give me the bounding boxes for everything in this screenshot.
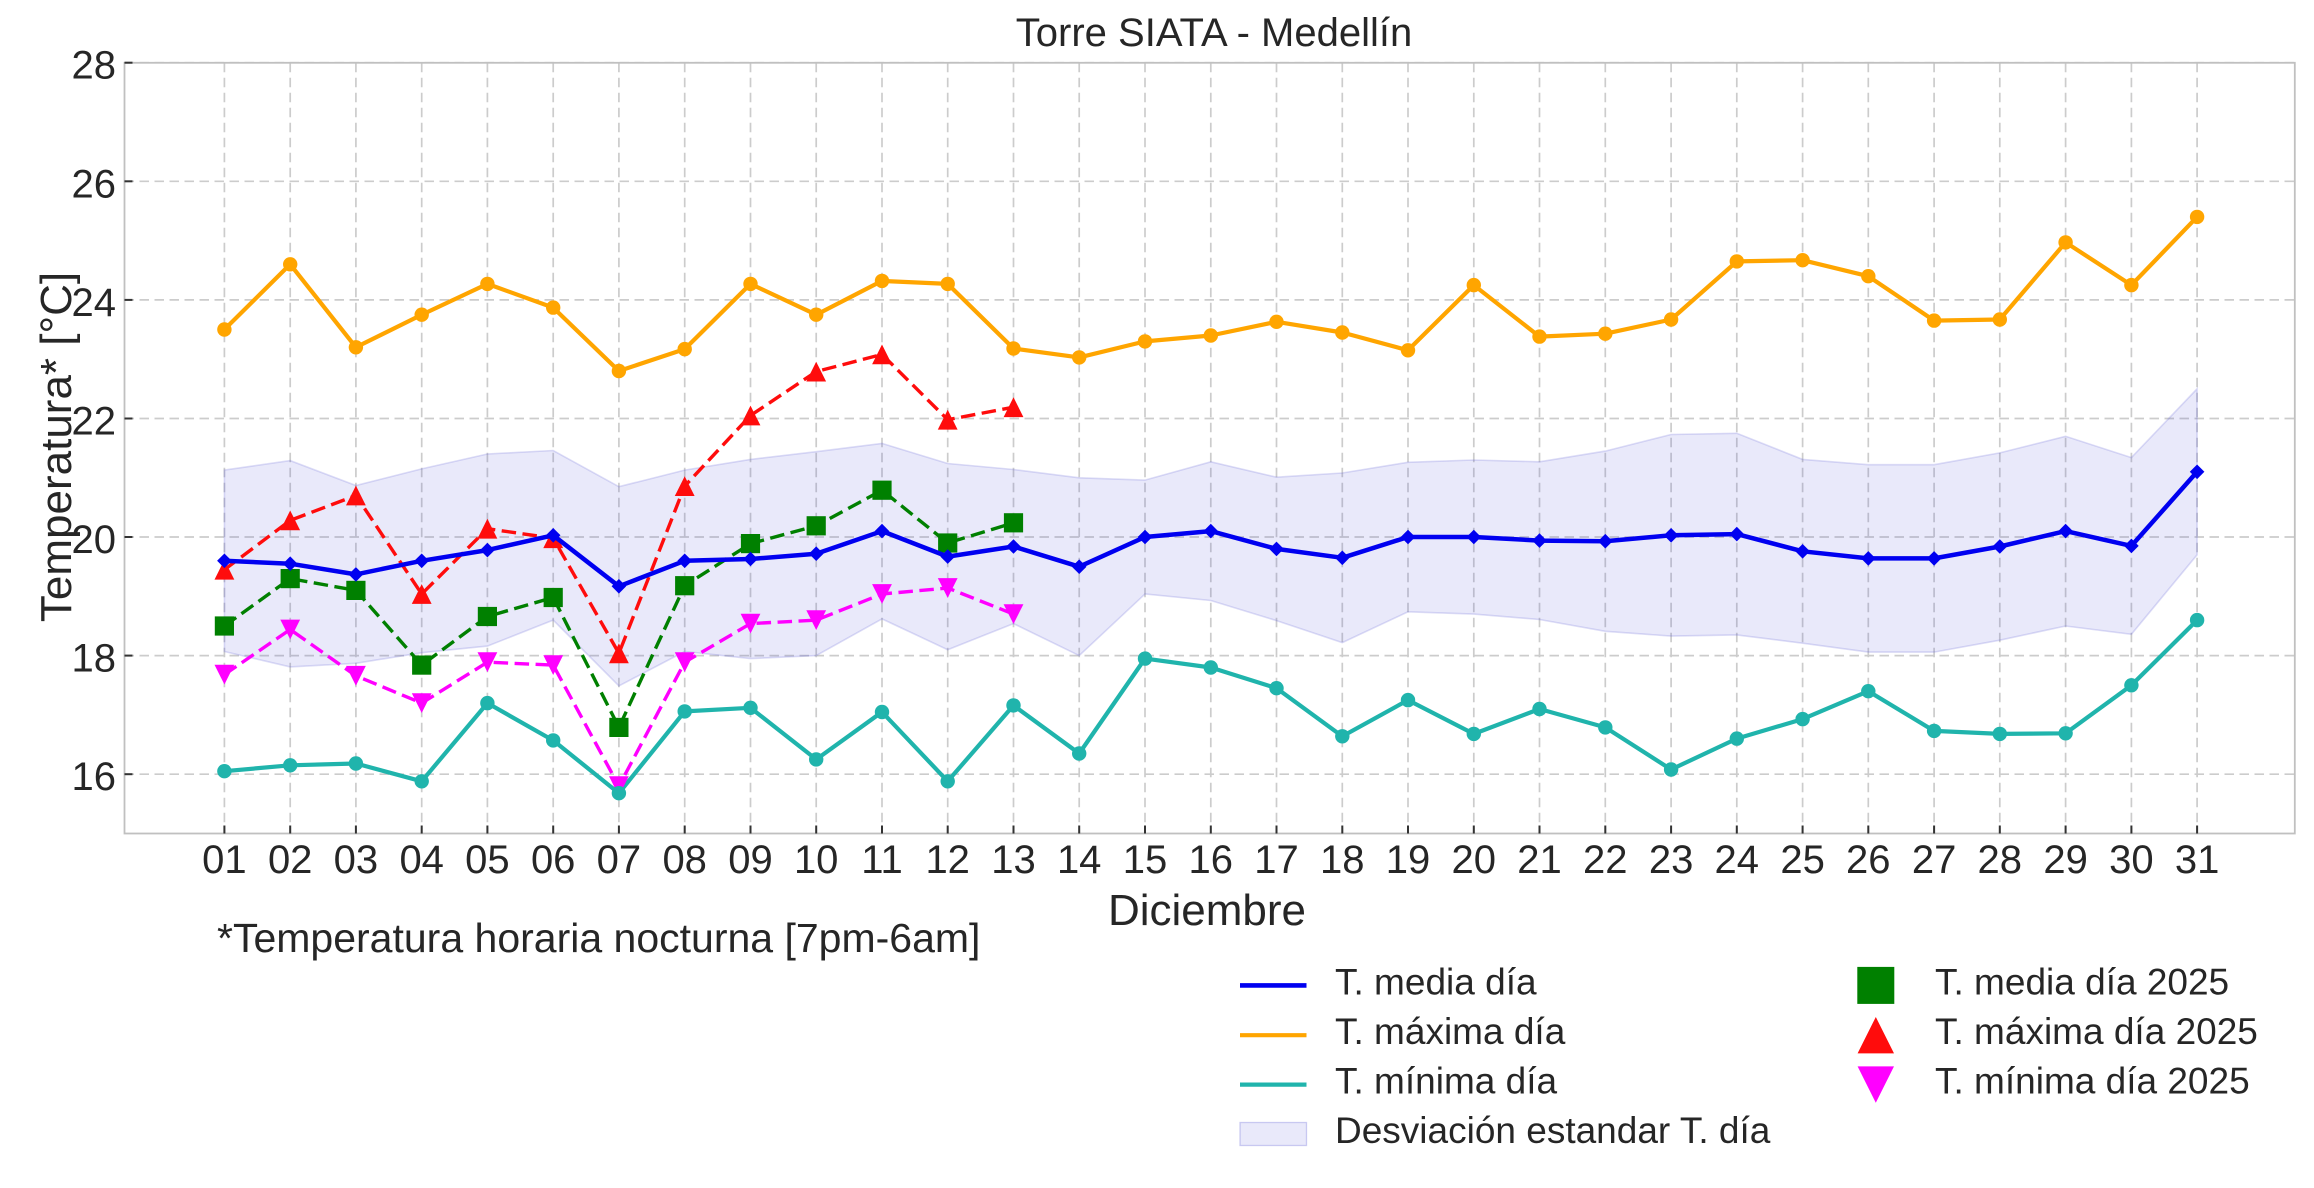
svg-text:04: 04 [399,838,444,882]
svg-text:08: 08 [662,838,707,882]
svg-text:23: 23 [1649,838,1694,882]
svg-text:T. media día 2025: T. media día 2025 [1935,961,2229,1002]
svg-text:17: 17 [1254,838,1299,882]
svg-text:06: 06 [531,838,576,882]
svg-text:26: 26 [72,162,117,206]
svg-text:01: 01 [202,838,247,882]
svg-text:11: 11 [861,838,903,882]
svg-text:13: 13 [991,838,1036,882]
svg-text:16: 16 [1189,838,1234,882]
svg-text:20: 20 [1452,838,1497,882]
svg-text:09: 09 [728,838,773,882]
svg-text:27: 27 [1912,838,1957,882]
svg-text:18: 18 [72,637,117,681]
svg-text:Desviación estandar T. día: Desviación estandar T. día [1335,1110,1771,1151]
svg-text:Diciembre: Diciembre [1108,886,1306,935]
svg-text:02: 02 [268,838,313,882]
svg-text:24: 24 [72,281,117,325]
svg-text:T. media día: T. media día [1335,961,1537,1002]
svg-text:25: 25 [1780,838,1825,882]
svg-text:22: 22 [72,400,117,444]
svg-text:18: 18 [1320,838,1365,882]
svg-text:*Temperatura horaria nocturna: *Temperatura horaria nocturna [7pm-6am] [217,915,980,961]
svg-text:12: 12 [925,838,970,882]
svg-text:22: 22 [1583,838,1628,882]
svg-text:20: 20 [72,518,117,562]
svg-text:28: 28 [72,44,117,88]
svg-text:T. máxima día 2025: T. máxima día 2025 [1935,1011,2258,1052]
svg-text:26: 26 [1846,838,1891,882]
svg-text:31: 31 [2175,838,2220,882]
svg-text:21: 21 [1517,838,1562,882]
svg-text:14: 14 [1057,838,1102,882]
svg-text:T. mínima día 2025: T. mínima día 2025 [1935,1061,2250,1102]
svg-text:05: 05 [465,838,510,882]
svg-text:10: 10 [794,838,839,882]
svg-text:Torre SIATA - Medellín: Torre SIATA - Medellín [1016,11,1412,55]
svg-text:29: 29 [2043,838,2088,882]
svg-text:07: 07 [597,838,642,882]
svg-text:19: 19 [1386,838,1431,882]
svg-text:28: 28 [1978,838,2023,882]
svg-text:24: 24 [1715,838,1760,882]
svg-text:03: 03 [334,838,379,882]
svg-text:T. máxima día: T. máxima día [1335,1011,1566,1052]
svg-text:15: 15 [1123,838,1168,882]
svg-text:T. mínima día: T. mínima día [1335,1061,1557,1102]
svg-text:Temperatura* [°C]: Temperatura* [°C] [32,272,81,622]
svg-text:16: 16 [72,755,117,799]
svg-text:30: 30 [2109,838,2154,882]
